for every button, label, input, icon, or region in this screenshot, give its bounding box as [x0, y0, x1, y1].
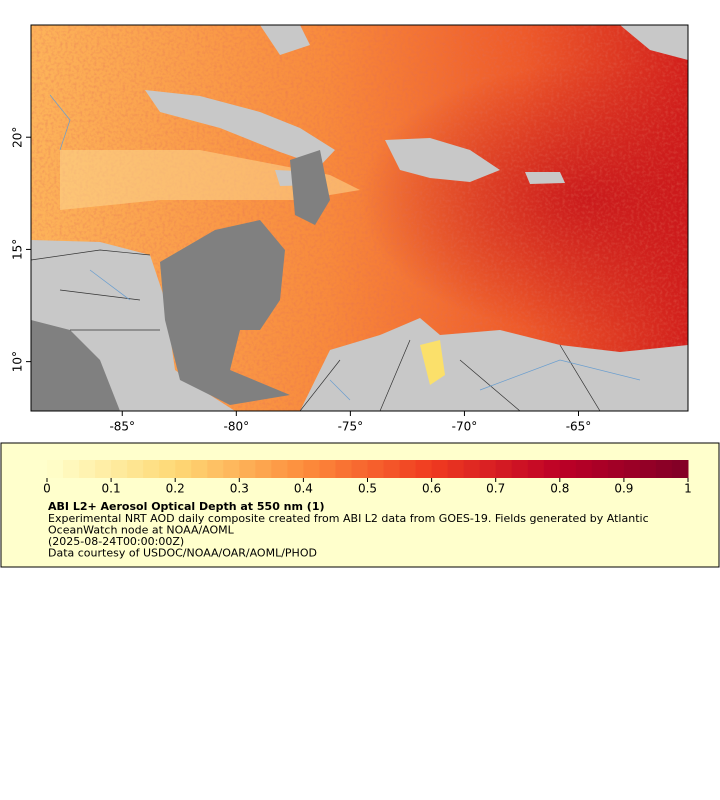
x-tick-label: -80°: [224, 420, 250, 434]
colorbar-tick-label: 0.9: [614, 482, 633, 496]
colorbar-step: [63, 460, 80, 478]
legend-line: Experimental NRT AOD daily composite cre…: [48, 512, 649, 525]
legend-line: OceanWatch node at NOAA/AOML: [48, 524, 235, 537]
colorbar-step: [559, 460, 577, 478]
colorbar-step: [191, 460, 208, 478]
colorbar-step: [591, 460, 609, 478]
colorbar-step: [623, 460, 641, 478]
colorbar-tick-label: 0.3: [230, 482, 249, 496]
colorbar-step: [495, 460, 513, 478]
colorbar-step: [351, 460, 368, 478]
colorbar-step: [95, 460, 112, 478]
colorbar-tick-label: 0.8: [550, 482, 569, 496]
colorbar-tick-label: 0.4: [294, 482, 313, 496]
colorbar-step: [399, 460, 417, 478]
y-tick-label: 20°: [11, 127, 25, 148]
colorbar-step: [239, 460, 256, 478]
colorbar-step: [383, 460, 401, 478]
colorbar-step: [479, 460, 497, 478]
legend-line: (2025-08-24T00:00:00Z): [48, 535, 184, 548]
map-frame: [30, 24, 689, 412]
colorbar-tick-label: 1: [684, 482, 692, 496]
legend-title: ABI L2+ Aerosol Optical Depth at 550 nm …: [48, 500, 325, 513]
colorbar-step: [639, 460, 657, 478]
colorbar-step: [143, 460, 160, 478]
colorbar-tick-label: 0.7: [486, 482, 505, 496]
colorbar-step: [527, 460, 545, 478]
colorbar-tick-label: 0: [43, 482, 51, 496]
colorbar-step: [511, 460, 529, 478]
map-image: [31, 25, 688, 411]
colorbar-step: [47, 460, 64, 478]
x-tick-label: -75°: [338, 420, 364, 434]
colorbar-step: [543, 460, 561, 478]
colorbar-step: [127, 460, 144, 478]
colorbar-step: [303, 460, 320, 478]
y-tick-label: 10°: [11, 351, 25, 372]
colorbar-step: [671, 460, 689, 478]
x-tick-label: -85°: [109, 420, 135, 434]
colorbar-step: [415, 460, 433, 478]
colorbar-step: [463, 460, 481, 478]
colorbar-step: [159, 460, 176, 478]
colorbar-step: [255, 460, 272, 478]
colorbar-step: [655, 460, 673, 478]
x-tick-label: -70°: [452, 420, 478, 434]
colorbar-step: [575, 460, 593, 478]
colorbar-step: [271, 460, 288, 478]
colorbar-step: [79, 460, 96, 478]
colorbar-step: [207, 460, 224, 478]
colorbar-step: [335, 460, 352, 478]
colorbar-tick-label: 0.2: [166, 482, 185, 496]
colorbar-step: [287, 460, 304, 478]
colorbar-tick-label: 0.5: [358, 482, 377, 496]
y-tick-label: 15°: [11, 239, 25, 260]
colorbar-step: [319, 460, 336, 478]
colorbar-step: [111, 460, 128, 478]
x-tick-label: -65°: [566, 420, 592, 434]
colorbar-step: [175, 460, 192, 478]
colorbar-step: [447, 460, 465, 478]
colorbar-step: [431, 460, 449, 478]
colorbar-tick-label: 0.1: [102, 482, 121, 496]
colorbar-step: [223, 460, 240, 478]
legend-line: Data courtesy of USDOC/NOAA/OAR/AOML/PHO…: [48, 547, 317, 560]
colorbar-step: [367, 460, 385, 478]
colorbar-tick-label: 0.6: [422, 482, 441, 496]
colorbar-step: [607, 460, 625, 478]
